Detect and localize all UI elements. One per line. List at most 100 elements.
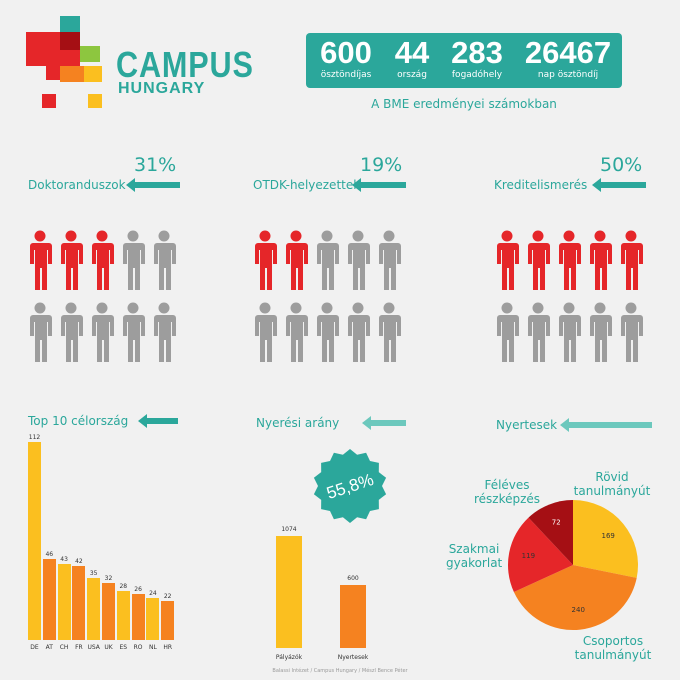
doktor-people-grid — [27, 230, 187, 374]
stat-value: 26467 — [524, 35, 612, 70]
page-subtitle: A BME eredményei számokban — [371, 97, 557, 111]
nyertesek-label: Nyertesek — [496, 418, 558, 432]
arrow-left-icon — [560, 418, 652, 432]
arrow-left-icon — [592, 178, 646, 192]
person-icon — [89, 302, 115, 364]
x-tick-label: AT — [45, 644, 53, 651]
bar — [42, 558, 56, 640]
bar-value-label: 42 — [75, 557, 83, 565]
person-icon — [151, 302, 177, 364]
bar-value-label: 24 — [149, 589, 157, 597]
person-icon — [494, 302, 520, 364]
kredit-percent: 50% — [600, 154, 643, 176]
x-tick-label: USA — [87, 644, 100, 651]
stat-scholars: 600 ösztöndíjas — [310, 35, 382, 81]
person-icon-highlighted — [525, 230, 551, 292]
pie-slice — [528, 500, 573, 565]
bar — [28, 442, 41, 640]
person-icon — [27, 302, 53, 364]
otdk-label: OTDK-helyezettek — [253, 178, 361, 192]
pie-slice — [573, 500, 638, 578]
bar — [87, 578, 101, 640]
arrow-left-icon — [126, 178, 180, 192]
bar-value-label: 28 — [119, 582, 128, 590]
bar-value-label: 26 — [134, 586, 142, 594]
stat-label: ösztöndíjas — [320, 70, 372, 80]
pie-value-label: 119 — [522, 552, 535, 560]
pie-slice — [508, 517, 573, 593]
stat-days: 26467 nap ösztöndíj — [516, 35, 620, 81]
bar-value-label: 1074 — [281, 526, 297, 533]
x-tick-label: FR — [75, 644, 83, 651]
doktor-percent: 31% — [134, 154, 177, 176]
person-icon — [376, 230, 402, 292]
bar — [131, 594, 145, 640]
otdk-percent: 19% — [360, 154, 403, 176]
x-tick-label: CH — [59, 644, 69, 651]
x-tick-label: UK — [104, 644, 113, 651]
bar-value-label: 112 — [28, 434, 41, 441]
person-icon — [314, 302, 340, 364]
nyeresi-label: Nyerési arány — [256, 416, 340, 430]
x-tick-label: ES — [119, 644, 128, 651]
x-tick-label: NL — [148, 644, 157, 651]
arrow-left-icon — [138, 414, 178, 428]
person-icon-highlighted — [252, 230, 278, 292]
otdk-people-grid — [252, 230, 412, 374]
pie-value-label: 169 — [602, 532, 615, 540]
person-icon-highlighted — [283, 230, 309, 292]
bar-value-label: 46 — [45, 550, 54, 558]
bar-value-label: 22 — [163, 593, 172, 601]
pie-value-label: 240 — [572, 606, 585, 614]
x-tick-label: DE — [30, 644, 39, 651]
stat-label: nap ösztöndíj — [537, 70, 599, 80]
bar — [276, 536, 302, 648]
person-icon — [556, 302, 582, 364]
bar-value-label: 35 — [89, 570, 98, 578]
pie-value-label: 72 — [552, 519, 561, 527]
person-icon-highlighted — [556, 230, 582, 292]
top10-bar-chart: 112 DE 46 AT 43 CH 42 FR 35 USA 32 UK 28 ES 26 RO 24 NL 22… — [26, 430, 176, 660]
person-icon-highlighted — [58, 230, 84, 292]
person-icon — [151, 230, 177, 292]
stat-label: fogadóhely — [451, 70, 503, 80]
person-icon — [345, 230, 371, 292]
x-tick-label: Pályázók — [275, 654, 303, 661]
bar — [161, 601, 175, 640]
person-icon — [58, 302, 84, 364]
person-icon — [618, 302, 644, 364]
bar — [116, 590, 130, 640]
person-icon — [345, 302, 371, 364]
person-icon-highlighted — [27, 230, 53, 292]
winners-pie-chart: 169 240 119 72 — [508, 500, 638, 630]
pie-label-szakmai: Szakmai gyakorlat — [446, 542, 503, 570]
person-icon — [314, 230, 340, 292]
bar-value-label: 43 — [60, 555, 68, 563]
footer-credits: Balassi Intézet / Campus Hungary / Mészl… — [272, 668, 408, 674]
stat-hosts: 283 fogadóhely — [442, 35, 512, 81]
bar — [102, 583, 115, 640]
arrow-left-icon — [352, 178, 406, 192]
bar — [57, 563, 71, 640]
stat-value: 283 — [451, 35, 503, 70]
person-icon — [376, 302, 402, 364]
stat-value: 44 — [394, 35, 430, 70]
pie-label-rovid: Rövid tanulmányút — [573, 470, 651, 498]
pie-label-csoportos: Csoportos tanulmányút — [574, 634, 652, 662]
pie-label-feleves: Féléves részképzés — [473, 478, 541, 506]
kredit-people-grid — [494, 230, 654, 374]
top10-label: Top 10 célország — [28, 414, 129, 428]
stat-label: ország — [397, 70, 427, 80]
person-icon-highlighted — [89, 230, 115, 292]
x-tick-label: Nyertesek — [337, 654, 369, 661]
stats-box: 600 ösztöndíjas 44 ország 283 fogadóhely… — [306, 33, 622, 88]
stat-value: 600 — [320, 35, 372, 70]
person-icon-highlighted — [494, 230, 520, 292]
person-icon-highlighted — [587, 230, 613, 292]
win-rate-bar-chart: 1074 Pályázók 600 Nyertesek — [262, 516, 392, 666]
brand-subtitle: HUNGARY — [118, 80, 206, 97]
person-icon — [283, 302, 309, 364]
stat-countries: 44 ország — [382, 35, 442, 81]
bar-value-label: 600 — [347, 575, 359, 583]
brand-title: CAMPUS — [116, 44, 254, 85]
